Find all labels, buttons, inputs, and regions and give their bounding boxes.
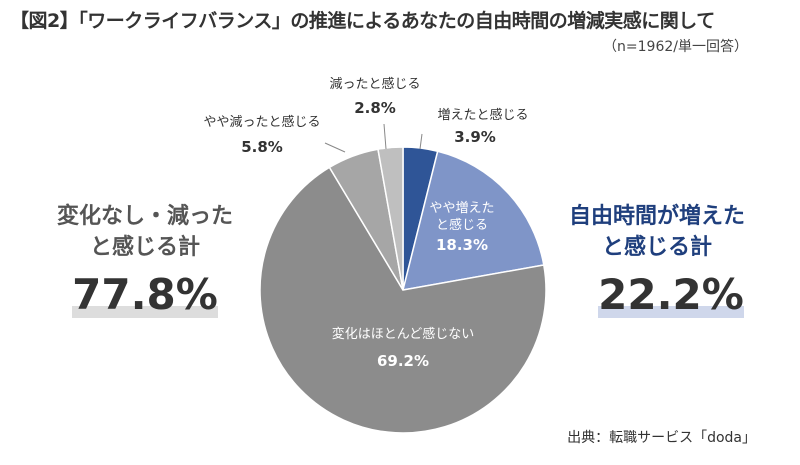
leader-line bbox=[419, 133, 423, 150]
slice-label: やや減ったと感じる bbox=[203, 114, 320, 130]
right-summary-highlight bbox=[598, 306, 744, 318]
slice-value-label: 69.2% bbox=[377, 352, 429, 370]
chart-title: 【図2】「ワークライフバランス」の推進によるあなたの自由時間の増減実感に関して bbox=[10, 10, 715, 32]
right-summary-line2: と感じる計 bbox=[601, 235, 712, 260]
left-summary-highlight bbox=[72, 306, 218, 318]
right-summary-line1: 自由時間が増えた bbox=[568, 204, 745, 229]
pie-slice bbox=[377, 146, 404, 291]
slice-label: 変化はほとんど感じない bbox=[332, 326, 475, 342]
pie-slice bbox=[401, 150, 545, 291]
left-summary-label: 変化なし・減った と感じる計 bbox=[45, 201, 245, 263]
slice-label: と感じる bbox=[436, 217, 488, 233]
right-summary-label: 自由時間が増えた と感じる計 bbox=[552, 201, 762, 263]
source-credit: 出典：転職サービス「doda」 bbox=[567, 430, 756, 446]
slice-label: やや増えた bbox=[429, 201, 494, 216]
left-summary-line1: 変化なし・減った bbox=[56, 204, 233, 229]
slice-value-label: 2.8% bbox=[354, 99, 396, 117]
slice-value-label: 18.3% bbox=[436, 236, 488, 254]
leader-line bbox=[324, 142, 346, 153]
pie-slice bbox=[259, 166, 547, 434]
right-summary-value: 22.2% bbox=[598, 270, 744, 319]
slice-value-label: 5.8% bbox=[241, 138, 283, 156]
slice-label: 減ったと感じる bbox=[329, 76, 420, 92]
slice-value-label: 3.9% bbox=[454, 128, 496, 146]
slice-label: 増えたと感じる bbox=[437, 107, 528, 123]
left-summary-line2: と感じる計 bbox=[89, 235, 200, 260]
left-summary-value: 77.8% bbox=[72, 270, 218, 319]
leader-line bbox=[383, 123, 387, 150]
sample-note: （n=1962/単一回答） bbox=[603, 39, 748, 55]
